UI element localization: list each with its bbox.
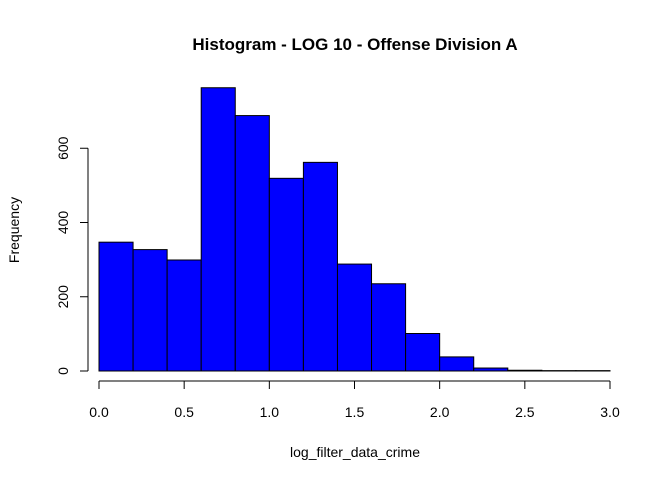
x-tick-label: 2.0 bbox=[430, 404, 450, 420]
histogram-bar bbox=[405, 333, 441, 372]
x-axis: 0.0 0.5 1.0 1.5 2.0 2.5 3.0 bbox=[89, 380, 620, 420]
histogram-bar bbox=[132, 249, 168, 372]
histogram-bar bbox=[371, 283, 407, 372]
x-tick-label: 0.0 bbox=[89, 404, 109, 420]
histogram-bar bbox=[268, 177, 304, 372]
histogram-bar bbox=[302, 161, 338, 372]
histogram-bar bbox=[336, 263, 373, 372]
histogram-bar bbox=[166, 259, 202, 372]
histogram-bar bbox=[507, 369, 543, 372]
y-axis: 0 200 400 600 bbox=[55, 136, 89, 375]
histogram-bar bbox=[200, 87, 236, 372]
y-tick-label: 0 bbox=[55, 367, 71, 375]
x-tick-label: 1.0 bbox=[260, 404, 280, 420]
bars-group bbox=[98, 87, 611, 372]
histogram-bar bbox=[473, 367, 509, 372]
x-axis-label: log_filter_data_crime bbox=[290, 444, 420, 460]
x-tick-label: 1.5 bbox=[345, 404, 365, 420]
histogram-bar bbox=[234, 115, 270, 372]
histogram-bar bbox=[98, 241, 134, 372]
x-tick-label: 3.0 bbox=[600, 404, 620, 420]
chart-title: Histogram - LOG 10 - Offense Division A bbox=[192, 35, 517, 54]
histogram-bar bbox=[439, 356, 475, 372]
x-tick-label: 2.5 bbox=[515, 404, 535, 420]
y-tick-label: 200 bbox=[55, 285, 71, 309]
y-axis-label: Frequency bbox=[6, 197, 22, 263]
x-tick-label: 0.5 bbox=[174, 404, 194, 420]
y-tick-label: 400 bbox=[55, 211, 71, 235]
y-tick-label: 600 bbox=[55, 136, 71, 160]
